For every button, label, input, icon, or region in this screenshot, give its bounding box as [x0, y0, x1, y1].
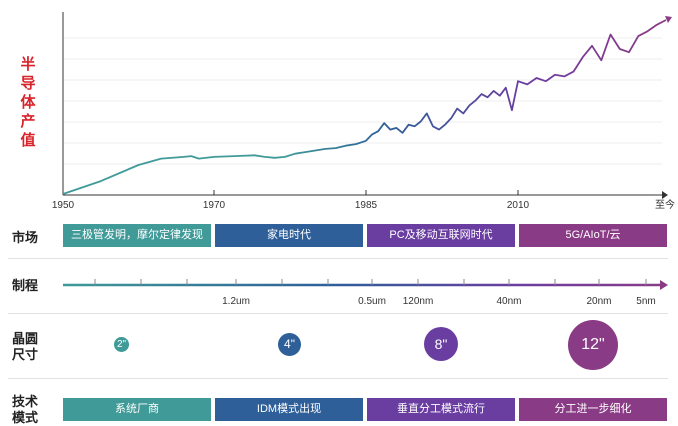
row-label-tech: 技术 模式 — [12, 394, 56, 426]
wafer-4inch: 4" — [278, 333, 301, 356]
x-tick-label: 2010 — [507, 200, 530, 211]
row-label-market: 市场 — [12, 230, 39, 245]
process-tick-label: 0.5um — [358, 296, 386, 307]
row-label-tech-line1: 技术 — [12, 394, 39, 409]
process-tick-label: 5nm — [636, 296, 656, 307]
tech-bar-2: IDM模式出现 — [215, 398, 363, 421]
row-label-wafer-line2: 尺寸 — [12, 347, 39, 362]
tech-bar-1: 系统厂商 — [63, 398, 211, 421]
x-tick-label: 1970 — [203, 200, 226, 211]
row-label-wafer: 晶圆 尺寸 — [12, 331, 56, 363]
y-axis-label: 半导体产值 — [20, 56, 36, 149]
wafer-8inch: 8" — [424, 327, 458, 361]
row-label-process: 制程 — [12, 278, 39, 293]
market-bar-3: PC及移动互联网时代 — [367, 224, 515, 247]
tech-bar-3: 垂直分工模式流行 — [367, 398, 515, 421]
process-tick-marks — [94, 279, 647, 285]
market-bar-1: 三极管发明，摩尔定律发现 — [63, 224, 211, 247]
divider — [8, 378, 668, 379]
x-axis-arrow-icon — [662, 191, 668, 199]
process-tick-label: 40nm — [496, 296, 522, 307]
row-label-tech-line2: 模式 — [12, 410, 39, 425]
x-axis-tick-labels: 1950 1970 1985 2010 至今 — [52, 198, 675, 211]
process-tick-label: 1.2um — [222, 296, 250, 307]
market-bar-2: 家电时代 — [215, 224, 363, 247]
tech-bar-4: 分工进一步细化 — [519, 398, 667, 421]
divider — [8, 258, 668, 259]
x-tick-label: 1950 — [52, 200, 75, 211]
process-arrow-icon — [660, 280, 668, 290]
wafer-12inch: 12" — [568, 320, 618, 370]
wafer-2inch: 2" — [114, 337, 129, 352]
market-bar-4: 5G/AIoT/云 — [519, 224, 667, 247]
series-line-path — [62, 19, 667, 195]
row-label-wafer-line1: 晶圆 — [12, 331, 39, 346]
process-tick-label: 20nm — [586, 296, 612, 307]
x-axis-tick-marks — [213, 190, 519, 195]
grid-lines — [64, 37, 662, 165]
series-arrow-icon — [665, 16, 672, 23]
series-line — [62, 16, 672, 195]
production-value-chart: 1950 1970 1985 2010 至今 — [52, 12, 675, 290]
divider — [8, 313, 668, 314]
process-tick-label: 120nm — [402, 296, 434, 307]
x-tick-label: 1985 — [355, 200, 378, 211]
x-tick-label: 至今 — [655, 198, 675, 211]
